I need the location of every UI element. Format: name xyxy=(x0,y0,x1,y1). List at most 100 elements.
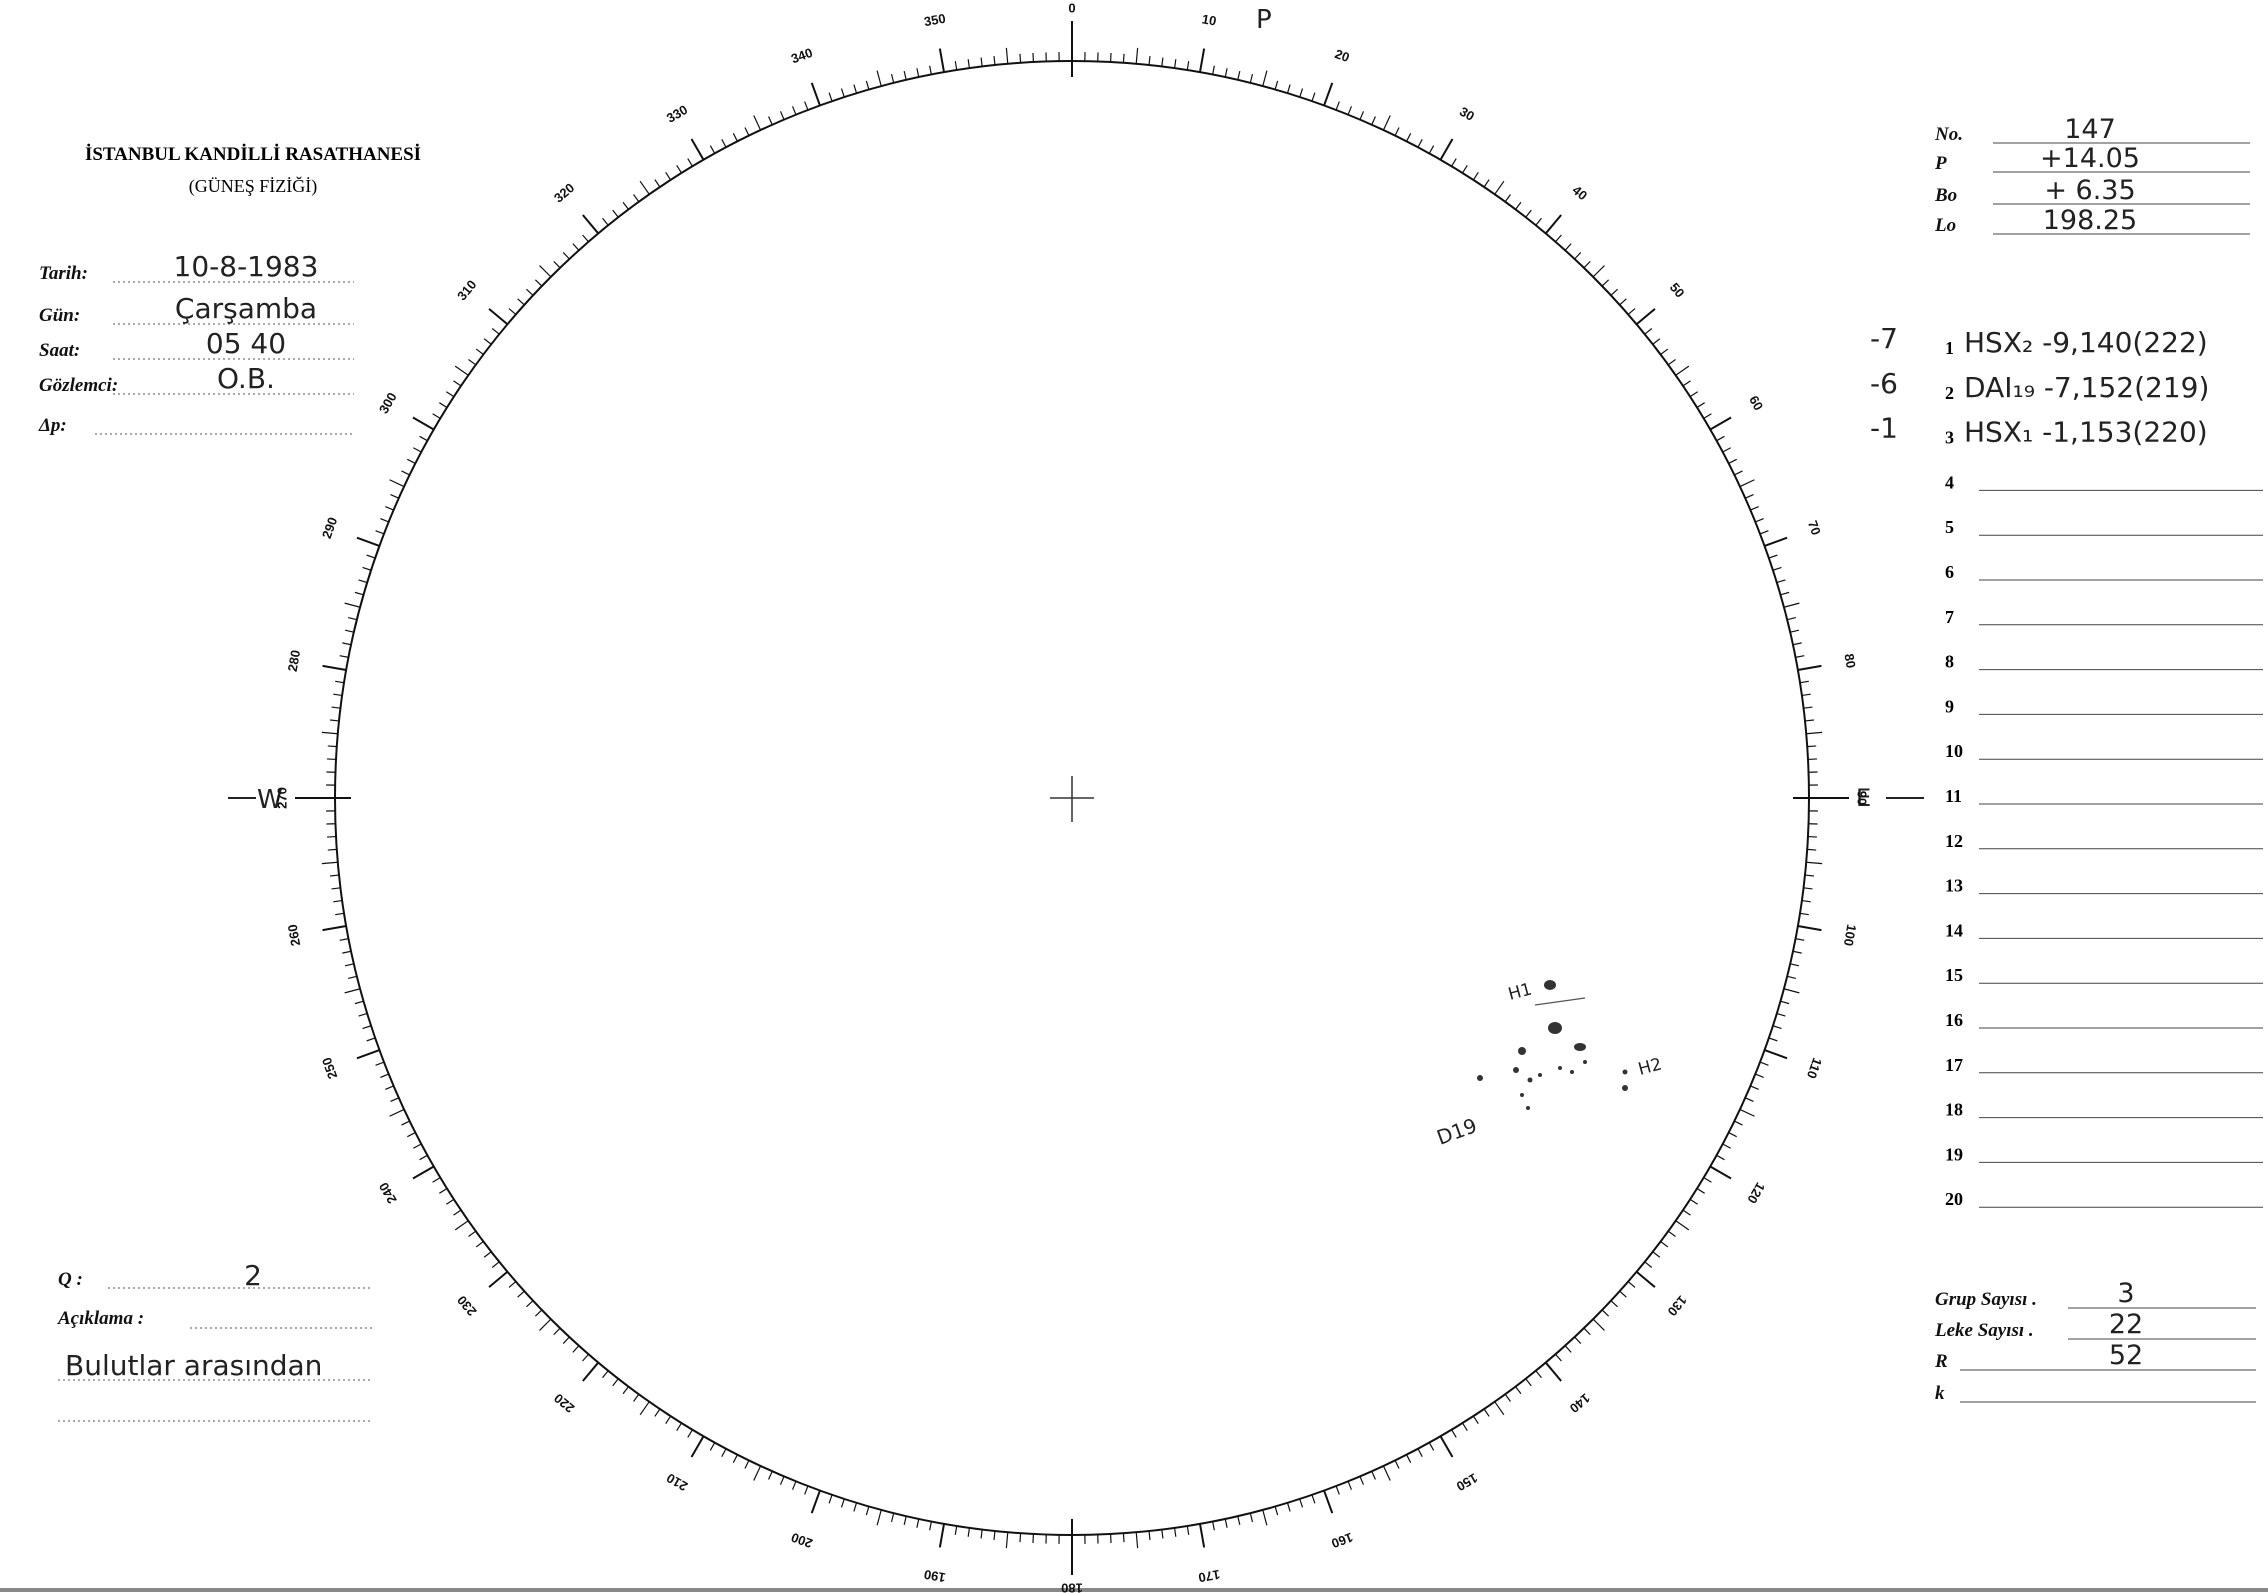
dial-tick xyxy=(1394,1460,1400,1469)
dial-tick xyxy=(1274,1506,1279,1516)
dial-tick xyxy=(1739,1108,1755,1117)
dial-tick xyxy=(1689,391,1698,398)
quality-value: 2 xyxy=(244,1259,262,1292)
quality-label: Q : xyxy=(58,1269,83,1290)
dial-tick xyxy=(322,924,347,932)
dial-tick xyxy=(1286,1502,1291,1512)
dial-tick xyxy=(1347,1481,1353,1490)
dial-tick xyxy=(1667,359,1676,366)
dial-tick xyxy=(342,642,352,646)
dial-tick xyxy=(1198,48,1206,73)
dial-tick xyxy=(339,938,349,941)
param-label: P xyxy=(1934,153,1947,174)
dial-label: 290 xyxy=(319,515,341,541)
dial-tick xyxy=(1583,260,1591,269)
dial-tick xyxy=(432,1177,441,1183)
dial-tick xyxy=(709,1442,716,1451)
dial-tick xyxy=(1675,1220,1690,1231)
spot xyxy=(1583,1060,1587,1064)
dial-tick xyxy=(1750,505,1759,511)
dial-tick xyxy=(876,70,882,87)
dial-tick xyxy=(401,470,410,476)
dial-tick xyxy=(1451,158,1457,167)
dial-tick xyxy=(1439,138,1454,161)
dial-tick xyxy=(362,1025,372,1030)
dial-tick xyxy=(1755,517,1764,523)
dial-tick xyxy=(331,887,341,890)
dial-tick xyxy=(1574,1336,1582,1344)
dial-label: 350 xyxy=(923,11,947,30)
count-value: 52 xyxy=(2109,1340,2143,1371)
dial-tick xyxy=(1564,1345,1572,1353)
dial-tick xyxy=(356,1049,380,1060)
dial-tick xyxy=(639,1401,650,1416)
east-mark: E xyxy=(1856,784,1871,812)
dial-tick xyxy=(1515,1386,1522,1395)
dial-tick xyxy=(602,217,609,226)
dial-tick xyxy=(1005,47,1009,64)
row-number: 8 xyxy=(1945,652,1954,672)
dial-tick xyxy=(1347,106,1353,115)
dial-label: 70 xyxy=(1805,518,1824,537)
dial-tick xyxy=(380,1073,389,1079)
param-value: +14.05 xyxy=(2040,143,2140,174)
group-entry: HSX₁ -1,153(220) xyxy=(1964,416,2208,449)
row-number: 14 xyxy=(1945,920,1963,940)
dial-tick xyxy=(439,402,448,408)
dial-label: 30 xyxy=(1457,104,1477,124)
dial-tick xyxy=(804,1485,809,1495)
dial-tick xyxy=(1734,1120,1743,1126)
dial-tick xyxy=(967,59,971,69)
dial-tick xyxy=(1776,579,1786,584)
dial-tick xyxy=(344,963,355,967)
dial-tick xyxy=(1801,693,1811,697)
group-note: -7 xyxy=(1870,322,1898,355)
dial-tick xyxy=(1371,1471,1376,1480)
row-number: 1 xyxy=(1945,338,1954,358)
dial-tick xyxy=(1359,1476,1365,1485)
spot xyxy=(1570,1070,1574,1074)
dial-tick xyxy=(1019,1533,1022,1543)
dial-tick xyxy=(1689,1198,1698,1205)
dial-tick xyxy=(1494,180,1505,195)
dial-tick xyxy=(1750,1085,1759,1091)
dial-tick xyxy=(1483,1408,1490,1417)
dial-tick xyxy=(1122,1533,1125,1543)
dial-tick xyxy=(1703,1177,1712,1183)
dial-tick xyxy=(1299,1498,1304,1508)
dial-tick xyxy=(804,101,809,111)
dial-tick xyxy=(1299,88,1304,98)
dial-tick xyxy=(1806,861,1823,865)
dial-tick xyxy=(1148,56,1151,66)
dial-tick xyxy=(413,1143,422,1149)
dial-tick xyxy=(475,348,484,355)
dial-tick xyxy=(744,1460,750,1469)
dial-tick xyxy=(1135,47,1139,64)
dial-tick xyxy=(582,1361,600,1382)
param-value: 147 xyxy=(2064,114,2116,145)
dial-tick xyxy=(582,214,600,235)
dial-tick xyxy=(1722,1143,1731,1149)
dial-tick xyxy=(1005,1532,1009,1549)
dial-label: 100 xyxy=(1841,923,1860,947)
dial-tick xyxy=(1755,1073,1764,1079)
row-number: 6 xyxy=(1945,562,1954,582)
institution: İSTANBUL KANDİLLİ RASATHANESİ xyxy=(85,144,421,165)
dial-tick xyxy=(553,260,561,269)
dial-tick xyxy=(483,1251,492,1258)
dial-tick xyxy=(439,1188,448,1194)
dial-tick xyxy=(744,127,750,136)
dial-tick xyxy=(1335,101,1340,111)
dial-tick xyxy=(1772,566,1782,571)
row-number: 12 xyxy=(1945,831,1963,851)
dial-tick xyxy=(1780,1000,1790,1005)
row-number: 13 xyxy=(1945,876,1963,896)
dial-tick xyxy=(344,988,361,994)
dial-tick xyxy=(1173,59,1177,69)
param-value: 198.25 xyxy=(2043,205,2137,236)
count-label: Leke Sayısı . xyxy=(1934,1320,2034,1341)
field-label: Tarih: xyxy=(39,263,88,284)
dial-tick xyxy=(1323,1490,1334,1514)
